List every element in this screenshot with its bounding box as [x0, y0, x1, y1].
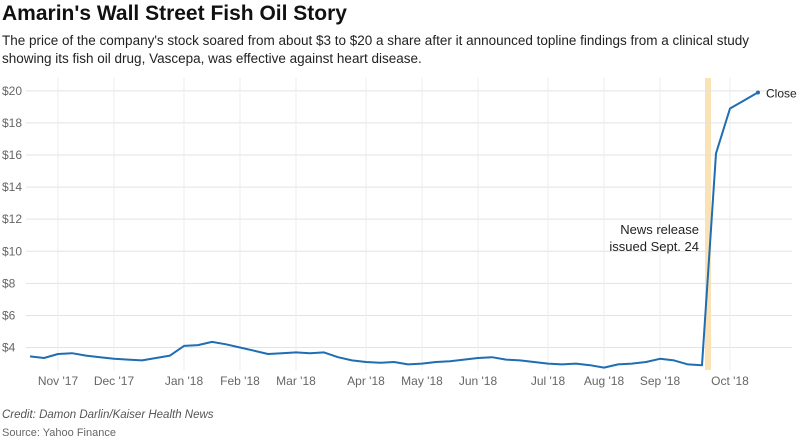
x-tick-label: Jun '18 [459, 374, 498, 388]
y-tick-label: $18 [2, 116, 22, 130]
y-tick-label: $10 [2, 244, 22, 258]
chart-title: Amarin's Wall Street Fish Oil Story [2, 2, 347, 25]
x-tick-label: Mar '18 [276, 374, 316, 388]
annotation: News release [620, 222, 699, 237]
y-tick-label: $20 [2, 84, 22, 98]
highlight-band [705, 78, 711, 370]
credit: Credit: Damon Darlin/Kaiser Health News [2, 409, 214, 421]
x-tick-label: Apr '18 [347, 374, 385, 388]
x-tick-label: Jul '18 [531, 374, 566, 388]
x-tick-label: Nov '17 [38, 374, 79, 388]
y-tick-label: $6 [2, 308, 16, 322]
x-tick-label: Oct '18 [711, 374, 749, 388]
x-tick-label: Sep '18 [640, 374, 681, 388]
x-tick-label: May '18 [401, 374, 443, 388]
y-tick-label: $8 [2, 276, 16, 290]
y-tick-label: $16 [2, 148, 22, 162]
end-point [756, 90, 760, 95]
x-tick-label: Dec '17 [94, 374, 135, 388]
y-tick-label: $4 [2, 341, 16, 355]
legend-label: Close [766, 86, 797, 100]
x-tick-label: Feb '18 [220, 374, 260, 388]
chart-subtitle: The price of the company's stock soared … [2, 33, 749, 66]
line [29, 91, 759, 369]
annotation: issued Sept. 24 [609, 239, 699, 254]
y-tick-label: $12 [2, 212, 22, 226]
x-tick-label: Jan '18 [165, 374, 204, 388]
chart: $4 $6 $8 $10 $12 $14 $16 $18 $20 Nov '17 Dec '17 Ja… [2, 78, 797, 388]
y-tick-label: $14 [2, 180, 22, 194]
x-tick-label: Aug '18 [584, 374, 625, 388]
source: Source: Yahoo Finance [2, 427, 116, 439]
